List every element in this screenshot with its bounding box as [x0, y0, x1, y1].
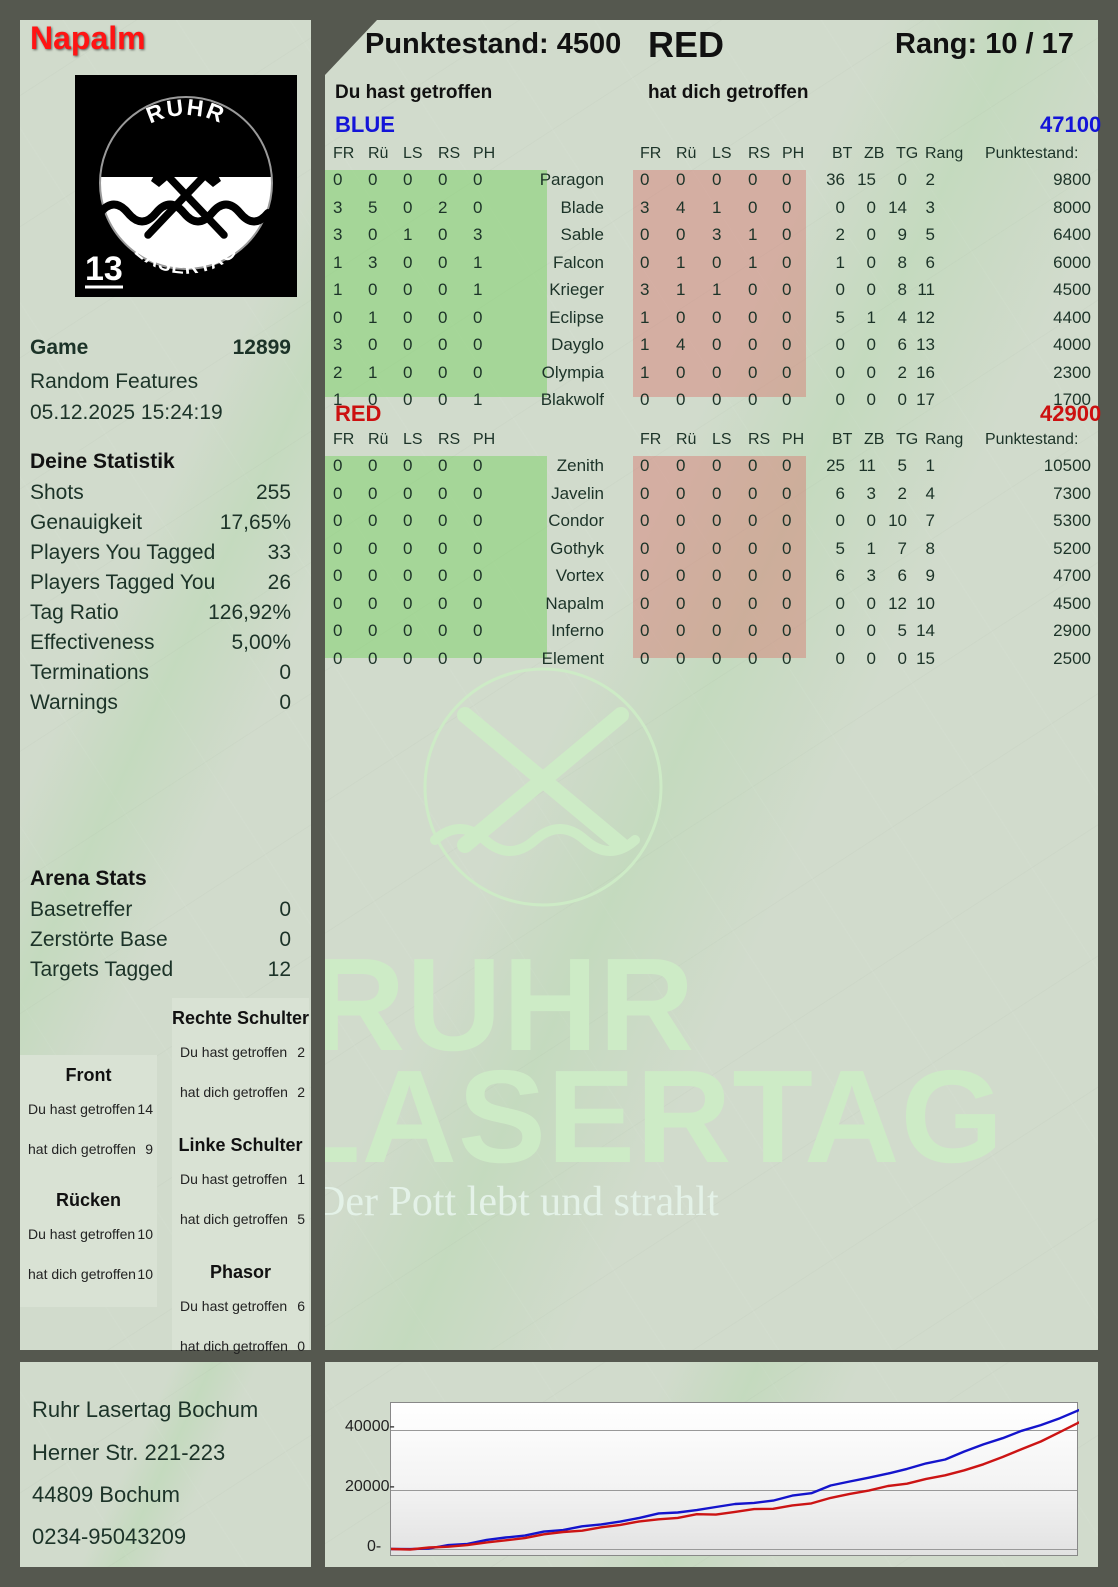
svg-text:LASERTAG: LASERTAG — [325, 1043, 1004, 1190]
svg-text:Der Pott lebt und strahlt: Der Pott lebt und strahlt — [325, 1179, 719, 1225]
svg-text:13: 13 — [85, 250, 123, 288]
